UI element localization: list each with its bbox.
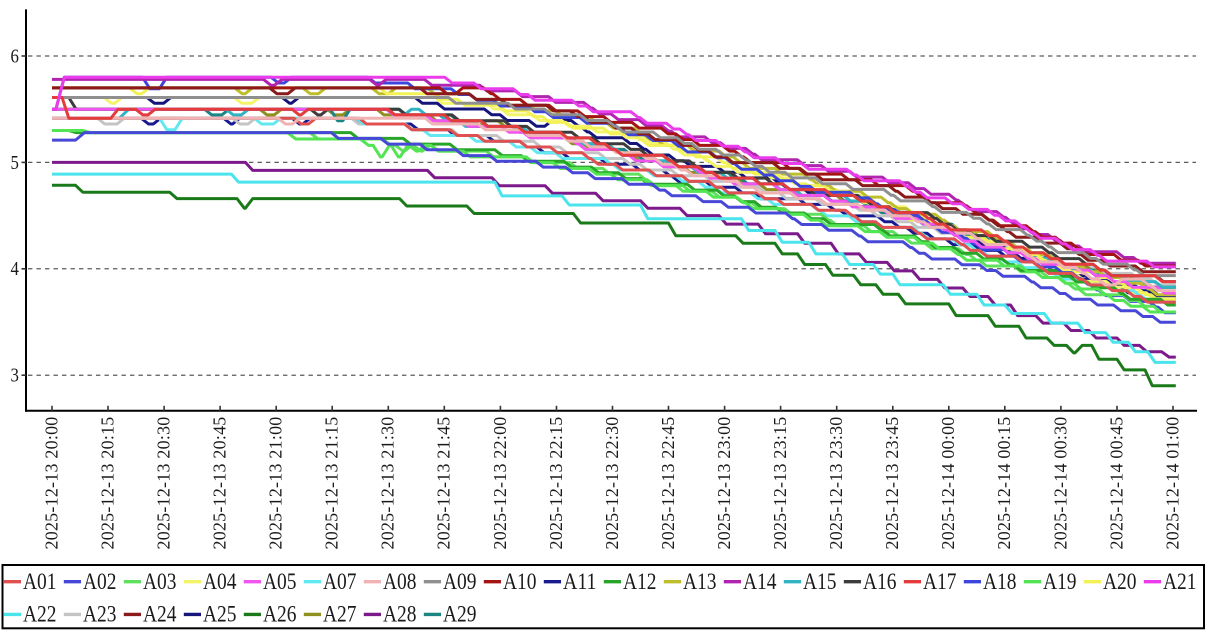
- svg-text:A15: A15: [803, 569, 837, 594]
- svg-text:2025-12-13 20:00: 2025-12-13 20:00: [41, 416, 61, 549]
- svg-text:2025-12-13 23:15: 2025-12-13 23:15: [770, 416, 790, 549]
- svg-text:A24: A24: [143, 602, 177, 627]
- svg-text:6: 6: [11, 46, 20, 67]
- svg-text:2025-12-13 22:15: 2025-12-13 22:15: [546, 416, 566, 549]
- svg-text:A26: A26: [263, 602, 297, 627]
- svg-text:A28: A28: [383, 602, 417, 627]
- svg-text:2025-12-13 20:45: 2025-12-13 20:45: [210, 416, 230, 549]
- svg-text:A19: A19: [1043, 569, 1077, 594]
- svg-text:A16: A16: [863, 569, 897, 594]
- svg-text:A01: A01: [23, 569, 57, 594]
- svg-text:A03: A03: [143, 569, 177, 594]
- svg-text:A27: A27: [323, 602, 357, 627]
- svg-text:2025-12-13 20:30: 2025-12-13 20:30: [154, 416, 174, 549]
- svg-text:A09: A09: [443, 569, 477, 594]
- svg-text:2025-12-14 00:45: 2025-12-14 00:45: [1106, 416, 1126, 549]
- svg-text:2025-12-14 00:30: 2025-12-14 00:30: [1050, 416, 1070, 549]
- svg-text:A08: A08: [383, 569, 417, 594]
- svg-text:2025-12-13 21:00: 2025-12-13 21:00: [266, 416, 286, 549]
- svg-text:A17: A17: [923, 569, 957, 594]
- svg-text:A22: A22: [23, 602, 57, 627]
- svg-text:2025-12-13 22:30: 2025-12-13 22:30: [602, 416, 622, 549]
- svg-text:2025-12-13 23:30: 2025-12-13 23:30: [826, 416, 846, 549]
- svg-text:A02: A02: [83, 569, 117, 594]
- svg-text:2025-12-14 00:00: 2025-12-14 00:00: [938, 416, 958, 549]
- svg-text:2025-12-13 21:30: 2025-12-13 21:30: [378, 416, 398, 549]
- svg-text:A04: A04: [203, 569, 237, 594]
- svg-text:A29: A29: [443, 602, 477, 627]
- svg-text:5: 5: [11, 153, 19, 174]
- svg-text:A07: A07: [323, 569, 357, 594]
- svg-text:A23: A23: [83, 602, 117, 627]
- svg-text:2025-12-14 00:15: 2025-12-14 00:15: [994, 416, 1014, 549]
- svg-text:A05: A05: [263, 569, 297, 594]
- svg-text:2025-12-13 22:45: 2025-12-13 22:45: [658, 416, 678, 549]
- svg-text:A18: A18: [983, 569, 1017, 594]
- svg-text:3: 3: [11, 366, 19, 387]
- svg-text:2025-12-13 21:45: 2025-12-13 21:45: [434, 416, 454, 549]
- svg-text:A10: A10: [503, 569, 537, 594]
- svg-text:A20: A20: [1103, 569, 1137, 594]
- svg-text:A12: A12: [623, 569, 657, 594]
- svg-text:2025-12-14 01:00: 2025-12-14 01:00: [1162, 416, 1182, 549]
- svg-text:2025-12-13 21:15: 2025-12-13 21:15: [322, 416, 342, 549]
- svg-text:2025-12-13 23:00: 2025-12-13 23:00: [714, 416, 734, 549]
- svg-text:2025-12-13 22:00: 2025-12-13 22:00: [490, 416, 510, 549]
- svg-text:A25: A25: [203, 602, 237, 627]
- svg-text:A11: A11: [563, 569, 597, 594]
- svg-text:4: 4: [11, 259, 20, 280]
- svg-text:2025-12-13 20:15: 2025-12-13 20:15: [98, 416, 118, 549]
- svg-text:A21: A21: [1163, 569, 1197, 594]
- svg-text:A13: A13: [683, 569, 717, 594]
- svg-text:2025-12-13 23:45: 2025-12-13 23:45: [882, 416, 902, 549]
- svg-text:A14: A14: [743, 569, 777, 594]
